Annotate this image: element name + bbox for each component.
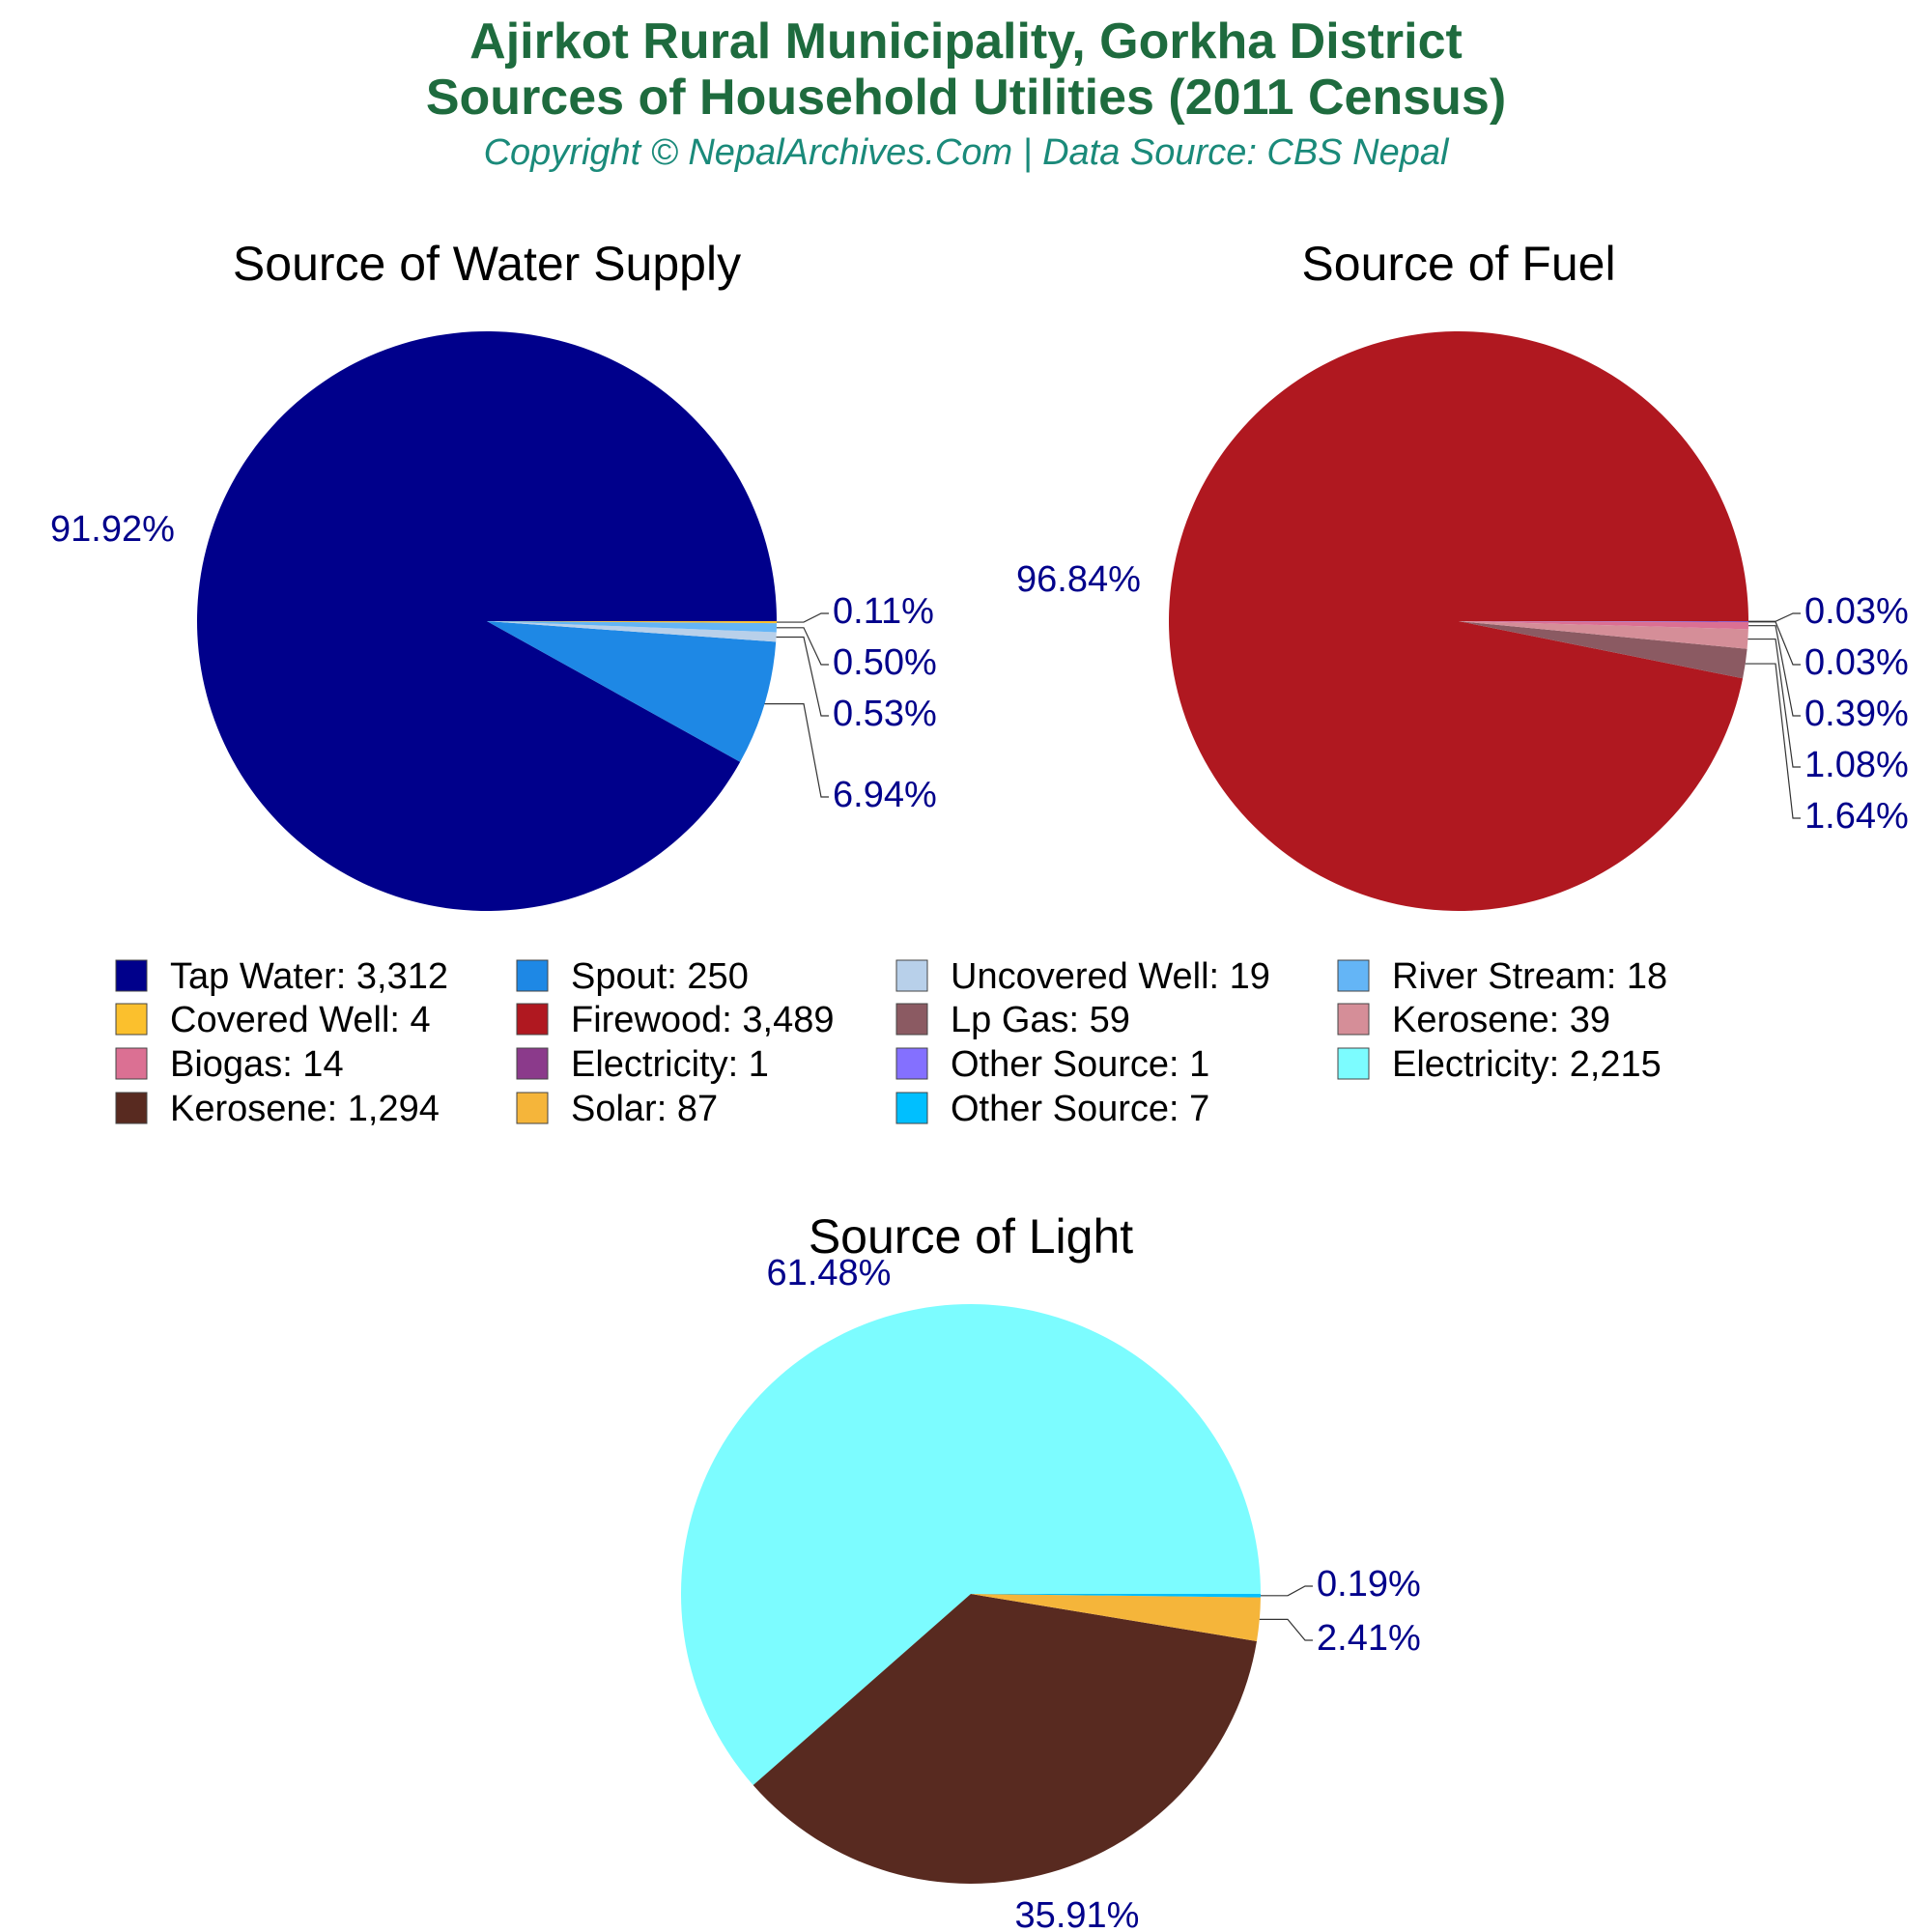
pie-slice-electricity [1459,621,1748,623]
pie-slice-other-source [1459,621,1748,622]
legend-label: Other Source: 7 [951,1089,1209,1129]
percent-label: 96.84% [1016,559,1141,600]
legend-swatch [1337,959,1370,992]
legend-label: Covered Well: 4 [170,1000,431,1040]
percent-label: 6.94% [833,775,937,815]
percent-label: 91.92% [50,509,175,550]
legend-swatch [516,1003,549,1036]
pie-slice-kerosene [1459,621,1748,649]
legend-label: Spout: 250 [571,956,749,997]
legend-item: Covered Well: 4 [115,1000,431,1040]
pie-slice-covered-well [487,621,777,624]
legend-label: Uncovered Well: 19 [951,956,1270,997]
percent-label: 1.08% [1804,745,1909,785]
leader-line [1747,625,1801,717]
pie-chart-2: Source of Fuel 0.03% 0.03% 0.39% 1.08% 1.64% 9… [1016,237,1909,912]
legend-item: Kerosene: 39 [1337,1000,1610,1040]
legend-swatch [1337,1047,1370,1080]
pie-slice-electricity [681,1304,1261,1786]
legend-item: Firewood: 3,489 [516,1000,835,1040]
legend-item: Other Source: 1 [895,1044,1209,1085]
legend-swatch [516,1047,549,1080]
pie-slice-biogas [1459,621,1748,630]
legend: Tap Water: 3,312 Spout: 250 Uncovered Well… [115,956,1667,1129]
percent-label: 61.48% [767,1253,892,1293]
pie-title: Source of Water Supply [233,237,741,291]
pie-slice-other-source [971,1594,1261,1598]
percent-label: 0.50% [833,642,937,683]
legend-label: Lp Gas: 59 [951,1000,1130,1040]
copyright-text: Copyright © NepalArchives.Com | Data Sou… [483,132,1449,173]
legend-label: Kerosene: 1,294 [170,1089,440,1129]
legend-label: Solar: 87 [571,1089,718,1129]
legend-swatch [516,1092,549,1124]
legend-label: Other Source: 1 [951,1044,1209,1085]
leader-line [1745,663,1801,819]
leader-line [1747,638,1801,768]
legend-item: Tap Water: 3,312 [115,956,448,997]
legend-label: Biogas: 14 [170,1044,344,1085]
percent-label: 0.03% [1804,591,1909,632]
legend-item: Kerosene: 1,294 [115,1089,440,1129]
pie-slice-firewood [1168,331,1748,912]
leader-line [776,627,829,666]
leader-line [1259,1618,1313,1641]
pie-title: Source of Light [809,1209,1133,1264]
legend-item: Biogas: 14 [115,1044,344,1085]
legend-label: River Stream: 18 [1392,956,1667,997]
legend-label: Electricity: 2,215 [1392,1044,1662,1085]
chart-title-line2: Sources of Household Utilities (2011 Cen… [425,70,1507,126]
legend-item: Uncovered Well: 19 [895,956,1270,997]
percent-label: 0.03% [1804,642,1909,683]
percent-label: 35.91% [1015,1895,1140,1932]
leader-line [1260,1585,1313,1597]
legend-label: Kerosene: 39 [1392,1000,1610,1040]
legend-label: Firewood: 3,489 [571,1000,835,1040]
legend-item: Electricity: 2,215 [1337,1044,1662,1085]
pie-title: Source of Fuel [1301,237,1615,291]
legend-item: Other Source: 7 [895,1089,1209,1129]
percent-label: 0.11% [833,591,934,632]
legend-item: River Stream: 18 [1337,956,1667,997]
legend-swatch [115,1003,148,1036]
percent-label: 2.41% [1317,1618,1421,1659]
legend-swatch [115,959,148,992]
pie-slice-spout [487,621,777,762]
percent-label: 0.39% [1804,694,1909,734]
legend-item: Solar: 87 [516,1089,718,1129]
pie-slice-uncovered-well [487,621,777,642]
legend-swatch [115,1047,148,1080]
leader-line [776,636,829,717]
legend-swatch [1337,1003,1370,1036]
pie-slice-solar [971,1594,1261,1641]
legend-swatch [895,1003,928,1036]
percent-label: 1.64% [1804,796,1909,837]
legend-label: Tap Water: 3,312 [170,956,448,997]
pie-chart-1: Source of Water Supply 0.11% 0.50% 0.53% 6.9… [50,237,937,911]
legend-item: Lp Gas: 59 [895,1000,1130,1040]
legend-swatch [895,959,928,992]
legend-swatch [115,1092,148,1124]
leader-line [1747,621,1801,666]
leader-line [764,703,829,798]
percent-label: 0.53% [833,694,937,734]
legend-item: Electricity: 1 [516,1044,769,1085]
legend-label: Electricity: 1 [571,1044,769,1085]
percent-label: 0.19% [1317,1564,1421,1605]
leader-line [776,612,829,623]
pie-slice-lp-gas [1459,621,1747,679]
pie-chart-3: Source of Light 0.19% 2.41% 61.48% 35.91% [681,1209,1421,1932]
legend-swatch [895,1092,928,1124]
chart-title-line1: Ajirkot Rural Municipality, Gorkha Distr… [469,14,1463,70]
legend-swatch [895,1047,928,1080]
legend-item: Spout: 250 [516,956,749,997]
legend-swatch [516,959,549,992]
pie-slice-kerosene [753,1594,1257,1884]
pie-slice-river-stream [487,621,777,633]
leader-line [1747,612,1801,622]
